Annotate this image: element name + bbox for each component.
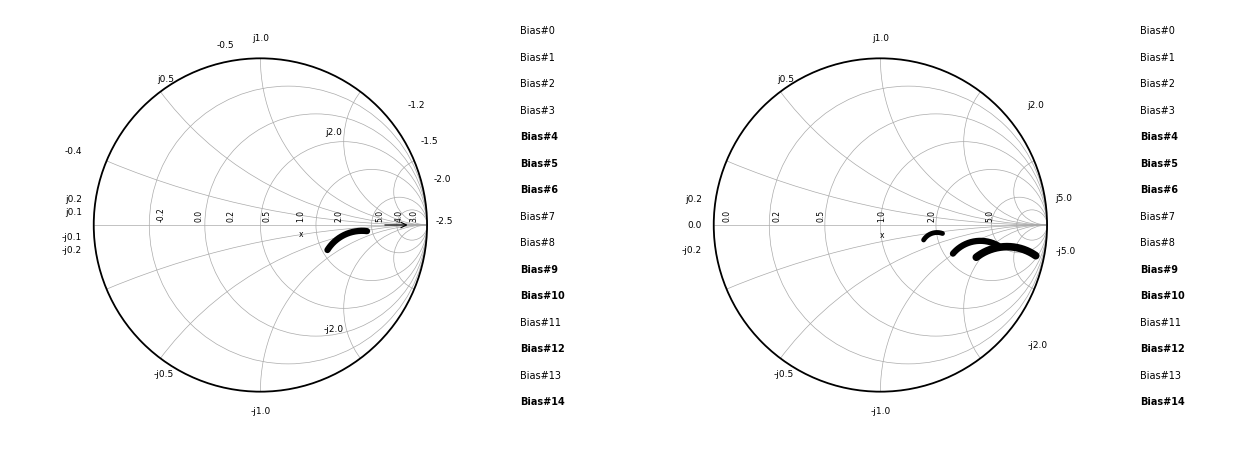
Text: j0.2: j0.2 [686,195,702,204]
Text: j1.0: j1.0 [252,34,269,43]
Text: 0.0: 0.0 [723,210,732,222]
Text: 0.2: 0.2 [773,210,781,222]
Text: Bias#4: Bias#4 [1140,132,1178,142]
Text: 0.0: 0.0 [195,210,203,222]
Text: Bias#3: Bias#3 [521,106,556,116]
Text: -j2.0: -j2.0 [1027,341,1048,350]
Text: -1.2: -1.2 [407,100,424,109]
Text: 1.0: 1.0 [296,210,305,222]
Text: Bias#9: Bias#9 [521,265,558,275]
Text: Bias#0: Bias#0 [521,26,556,36]
Text: j5.0: j5.0 [1055,194,1073,203]
Text: -j0.2: -j0.2 [682,246,702,255]
Text: Bias#2: Bias#2 [521,79,556,89]
Text: Bias#4: Bias#4 [521,132,558,142]
Text: Bias#3: Bias#3 [1140,106,1174,116]
Text: -j2.0: -j2.0 [324,325,343,334]
Text: j0.5: j0.5 [776,75,794,84]
Text: 0.5: 0.5 [263,210,272,222]
Text: -j5.0: -j5.0 [1055,247,1075,256]
Text: -0.5: -0.5 [217,41,234,50]
Text: 4.0: 4.0 [396,210,404,222]
Text: -0.2: -0.2 [156,207,166,222]
Text: Bias#13: Bias#13 [521,371,562,381]
Text: 2.0: 2.0 [928,210,936,222]
Text: Bias#6: Bias#6 [521,185,558,195]
Text: Bias#6: Bias#6 [1140,185,1178,195]
Text: -j1.0: -j1.0 [250,407,270,416]
Text: -2.0: -2.0 [434,176,451,184]
Text: -j0.5: -j0.5 [774,369,794,378]
Text: 5.0: 5.0 [985,210,994,222]
Text: -2.5: -2.5 [435,217,453,226]
Text: Bias#1: Bias#1 [521,53,556,63]
Text: -j0.2: -j0.2 [62,246,82,255]
Text: -1.5: -1.5 [420,137,438,146]
Text: Bias#11: Bias#11 [521,318,562,328]
Text: j0.1: j0.1 [64,208,82,217]
Text: 1.0: 1.0 [878,210,887,222]
Text: Bias#7: Bias#7 [1140,212,1174,222]
Text: -j1.0: -j1.0 [870,407,890,416]
Text: 0.5: 0.5 [817,210,826,222]
Text: x: x [880,230,884,239]
Text: Bias#10: Bias#10 [521,291,565,301]
Text: Bias#5: Bias#5 [521,159,558,169]
Text: Bias#5: Bias#5 [1140,159,1178,169]
Text: Bias#10: Bias#10 [1140,291,1184,301]
Text: Bias#9: Bias#9 [1140,265,1178,275]
Text: Bias#11: Bias#11 [1140,318,1180,328]
Text: j2.0: j2.0 [1027,100,1044,109]
Text: 5.0: 5.0 [374,210,384,222]
Text: Bias#8: Bias#8 [1140,238,1174,248]
Text: -0.4: -0.4 [64,147,82,156]
Text: -j0.5: -j0.5 [154,369,174,378]
Text: j2.0: j2.0 [325,128,342,137]
Text: -j0.1: -j0.1 [62,233,82,242]
Text: Bias#14: Bias#14 [521,397,565,407]
Text: x: x [299,230,304,238]
Text: Bias#1: Bias#1 [1140,53,1174,63]
Text: j0.2: j0.2 [66,195,82,204]
Text: 2.0: 2.0 [335,210,343,222]
Text: Bias#0: Bias#0 [1140,26,1174,36]
Text: Bias#2: Bias#2 [1140,79,1174,89]
Text: j1.0: j1.0 [872,34,889,43]
Text: 0.0: 0.0 [688,220,702,230]
Text: 0.2: 0.2 [227,210,236,222]
Text: Bias#7: Bias#7 [521,212,556,222]
Text: Bias#12: Bias#12 [1140,344,1184,354]
Text: 3.0: 3.0 [409,210,418,222]
Text: Bias#12: Bias#12 [521,344,565,354]
Text: Bias#8: Bias#8 [521,238,556,248]
Text: Bias#14: Bias#14 [1140,397,1184,407]
Text: j0.5: j0.5 [156,75,174,84]
Text: Bias#13: Bias#13 [1140,371,1180,381]
